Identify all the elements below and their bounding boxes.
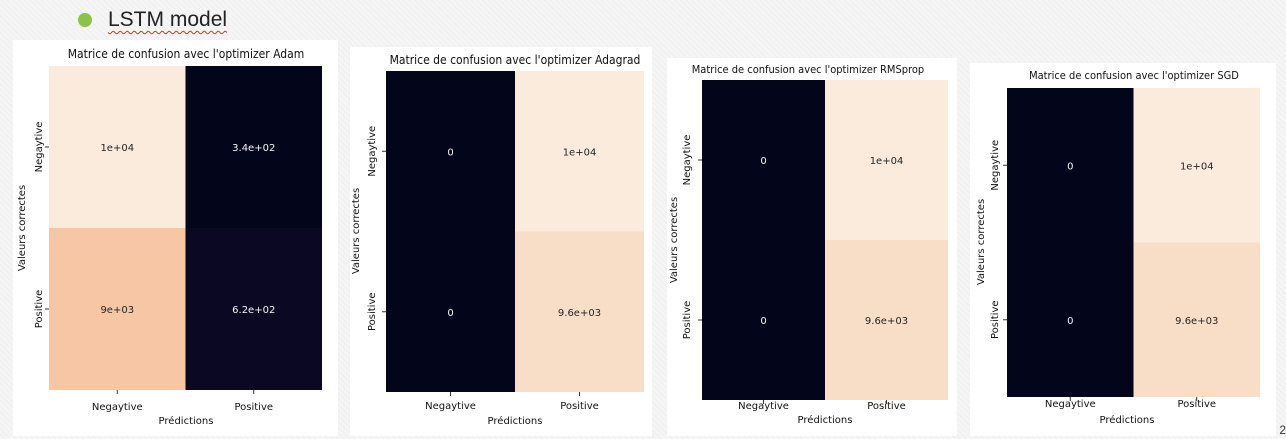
chart-title: Matrice de confusion avec l'optimizer Ad… xyxy=(68,47,305,61)
x-tick-label: Positive xyxy=(1177,399,1216,410)
x-tick-label: Negaytive xyxy=(738,401,789,412)
y-axis-label: Valeurs correctes xyxy=(17,185,28,271)
heatmap-cell xyxy=(1133,88,1260,243)
heatmap-cell xyxy=(49,66,186,228)
heatmap-cell xyxy=(1133,242,1260,397)
cell-annotation: 0 xyxy=(760,156,766,167)
chart-title: Matrice de confusion avec l'optimizer SG… xyxy=(1029,69,1239,82)
x-axis-label: Prédictions xyxy=(798,414,853,426)
cell-annotation: 1e+04 xyxy=(1180,161,1214,172)
x-tick-label: Positive xyxy=(560,401,599,412)
heatmap-cell xyxy=(185,228,322,390)
page-number: 2 xyxy=(1279,423,1286,437)
heatmap-svg: Matrice de confusion avec l'optimizer RM… xyxy=(669,63,948,426)
y-tick-label: Positive xyxy=(34,290,45,329)
heatmap-cell xyxy=(185,66,322,228)
x-tick-label: Positive xyxy=(234,402,273,413)
cell-annotation: 3.4e+02 xyxy=(232,143,275,154)
y-tick-label: Positive xyxy=(682,301,693,340)
cell-annotation: 9.6e+03 xyxy=(558,308,601,319)
x-axis-label: Prédictions xyxy=(488,415,543,427)
confusion-matrix-adagrad: Matrice de confusion avec l'optimizer Ad… xyxy=(350,47,652,436)
chart-title: Matrice de confusion avec l'optimizer RM… xyxy=(692,63,924,76)
heatmap-cell xyxy=(515,231,644,392)
y-tick-label: Negaytive xyxy=(367,126,378,177)
chart-title: Matrice de confusion avec l'optimizer Ad… xyxy=(390,53,641,67)
x-tick-label: Negaytive xyxy=(1045,399,1096,410)
heatmap-svg: Matrice de confusion avec l'optimizer Ad… xyxy=(351,53,644,427)
heatmap-cell xyxy=(1007,242,1134,397)
y-axis-label: Valeurs correctes xyxy=(976,199,987,285)
y-tick-label: Negaytive xyxy=(682,135,693,186)
heatmap-cell xyxy=(702,240,825,400)
x-tick-label: Positive xyxy=(867,401,906,412)
cell-annotation: 0 xyxy=(760,316,766,327)
cell-annotation: 0 xyxy=(447,308,453,319)
confusion-matrix-sgd: Matrice de confusion avec l'optimizer SG… xyxy=(970,63,1276,436)
cell-annotation: 1e+04 xyxy=(100,143,134,154)
cell-annotation: 0 xyxy=(1067,161,1073,172)
bullet-text: LSTM model xyxy=(108,8,228,31)
cell-annotation: 9.6e+03 xyxy=(865,316,908,327)
y-tick-label: Negaytive xyxy=(34,122,45,173)
y-axis-label: Valeurs correctes xyxy=(669,197,680,283)
y-tick-label: Negaytive xyxy=(990,140,1001,191)
x-axis-label: Prédictions xyxy=(1100,414,1155,426)
heatmap-svg: Matrice de confusion avec l'optimizer SG… xyxy=(976,69,1260,426)
heatmap-cell xyxy=(49,228,186,390)
bullet-dot-icon xyxy=(78,13,92,27)
heatmap-cell xyxy=(825,240,948,400)
heatmap-svg: Matrice de confusion avec l'optimizer Ad… xyxy=(17,47,322,427)
cell-annotation: 1e+04 xyxy=(870,156,904,167)
cell-annotation: 9.6e+03 xyxy=(1175,316,1218,327)
cell-annotation: 6.2e+02 xyxy=(232,305,275,316)
y-axis-label: Valeurs correctes xyxy=(351,188,362,274)
heatmap-cell xyxy=(702,80,825,240)
heatmap-cell xyxy=(386,71,515,232)
cell-annotation: 0 xyxy=(1067,316,1073,327)
slide-bullet: LSTM model xyxy=(78,6,227,34)
x-tick-label: Negaytive xyxy=(92,402,143,413)
heatmap-cell xyxy=(515,71,644,232)
heatmap-cell xyxy=(386,231,515,392)
cell-annotation: 1e+04 xyxy=(563,147,597,158)
y-tick-label: Positive xyxy=(990,300,1001,339)
heatmap-cell xyxy=(1007,88,1134,243)
cell-annotation: 0 xyxy=(447,147,453,158)
x-tick-label: Negaytive xyxy=(425,401,476,412)
x-axis-label: Prédictions xyxy=(159,415,214,427)
y-tick-label: Positive xyxy=(367,292,378,331)
cell-annotation: 9e+03 xyxy=(100,305,134,316)
confusion-matrix-adam: Matrice de confusion avec l'optimizer Ad… xyxy=(13,40,338,436)
heatmap-cell xyxy=(825,80,948,240)
confusion-matrix-rmsprop: Matrice de confusion avec l'optimizer RM… xyxy=(667,58,957,436)
